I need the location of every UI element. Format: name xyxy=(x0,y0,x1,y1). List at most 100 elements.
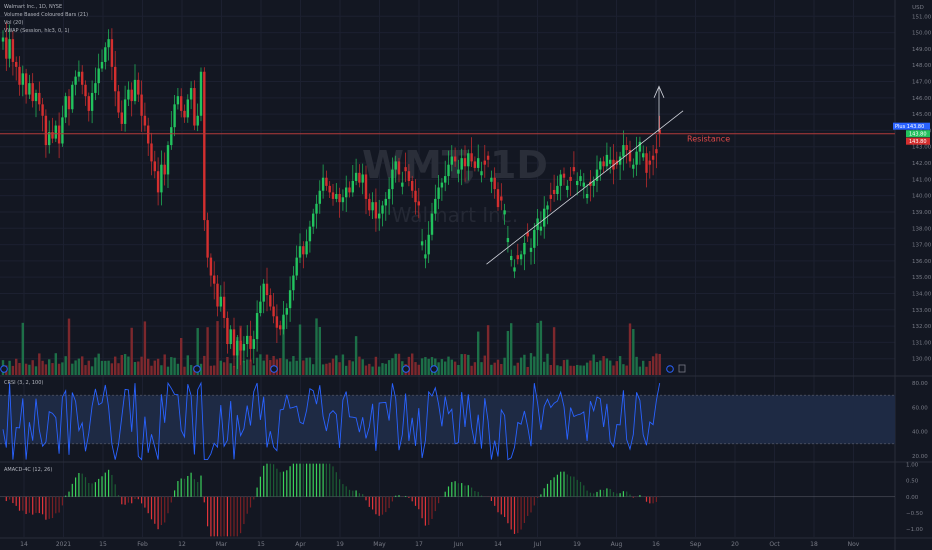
volume-bar xyxy=(97,353,100,375)
candle-body xyxy=(302,246,305,255)
indicator-legend-vol[interactable]: Vol (20) xyxy=(4,20,24,26)
volume-bar xyxy=(117,363,120,375)
candle-body xyxy=(41,104,44,116)
x-tick-label: 16 xyxy=(652,541,660,548)
candle-body xyxy=(595,169,599,181)
candle-body xyxy=(147,125,150,144)
candle-body xyxy=(543,208,546,227)
chart-legend: Walmart Inc., 1D, NYSE Volume Based Colo… xyxy=(4,3,88,35)
candle-body xyxy=(625,145,628,150)
candle-body xyxy=(216,283,219,307)
volume-bar xyxy=(341,354,345,375)
candle-body xyxy=(11,39,15,62)
candle-body xyxy=(1,37,5,42)
volume-bar xyxy=(170,357,173,375)
volume-bar xyxy=(384,363,387,375)
volume-bar xyxy=(147,358,150,375)
candle-body xyxy=(117,91,120,113)
crsi-legend[interactable]: CRSI (3, 2, 100) xyxy=(4,380,44,386)
last-price-text: 143.80 xyxy=(909,132,927,138)
candle-body xyxy=(246,335,249,345)
volume-bar xyxy=(615,361,618,375)
volume-bar xyxy=(374,356,378,375)
candle-body xyxy=(480,171,483,176)
candle-body xyxy=(259,301,262,314)
candle-body xyxy=(655,149,658,154)
resistance-label: Resistance xyxy=(687,135,730,144)
volume-bar xyxy=(262,360,265,375)
candle-body xyxy=(242,344,246,351)
symbol-title[interactable]: Walmart Inc., 1D, NYSE xyxy=(4,4,63,10)
x-tick-label: Nov xyxy=(848,541,860,548)
volume-bar xyxy=(467,354,470,375)
volume-bar xyxy=(127,356,130,375)
volume-bar xyxy=(143,321,147,375)
candle-body xyxy=(24,73,28,95)
volume-bar xyxy=(496,359,500,375)
candle-body xyxy=(321,177,325,191)
candle-body xyxy=(566,185,569,190)
crsi-tick-label: 20.00 xyxy=(912,454,928,460)
candle-body xyxy=(81,71,84,85)
volume-bar xyxy=(483,355,486,375)
candle-body xyxy=(635,151,638,165)
volume-bar xyxy=(579,365,582,375)
indicator-legend-volume-bars[interactable]: Volume Based Coloured Bars (21) xyxy=(4,12,89,18)
volume-bar xyxy=(411,353,414,375)
candle-body xyxy=(358,172,361,183)
breakout-arrow-head xyxy=(653,85,665,98)
candle-body xyxy=(361,174,364,183)
volume-bar xyxy=(427,358,430,375)
volume-bar xyxy=(447,356,450,375)
candle-body xyxy=(97,68,100,84)
volume-bar xyxy=(90,366,94,375)
candle-body xyxy=(434,198,437,214)
indicator-legend-vwap[interactable]: VWAP (Session, hlc3, 0, 1) xyxy=(4,28,70,34)
candle-body xyxy=(295,257,298,276)
macd-legend[interactable]: AMACD-4C (12, 26) xyxy=(4,467,53,473)
volume-bar xyxy=(54,353,57,375)
candle-body xyxy=(341,197,345,203)
volume-bar xyxy=(651,356,655,375)
candle-body xyxy=(120,112,123,124)
candle-body xyxy=(510,255,513,261)
candle-body xyxy=(345,187,348,198)
volume-bar xyxy=(41,360,44,375)
x-tick-label: Oct xyxy=(769,541,780,548)
volume-bar xyxy=(450,359,453,375)
crsi-tick-label: 40.00 xyxy=(912,430,928,436)
volume-bar xyxy=(440,359,444,375)
candle-body xyxy=(592,180,595,186)
volume-bar xyxy=(655,353,658,375)
volume-bar xyxy=(265,354,269,375)
candle-body xyxy=(84,84,87,97)
candle-body xyxy=(450,156,453,165)
candle-body xyxy=(331,192,335,199)
candle-body xyxy=(255,313,259,340)
x-tick-label: Mar xyxy=(216,541,228,548)
crsi-tick-label: 80.00 xyxy=(912,381,928,387)
volume-bar xyxy=(645,366,648,375)
volume-bar xyxy=(279,358,282,375)
candle-body xyxy=(15,61,18,67)
candle-body xyxy=(351,180,354,193)
dividend-badge xyxy=(402,365,410,373)
candle-body xyxy=(34,92,38,102)
volume-bar xyxy=(282,316,285,375)
plus-tag xyxy=(893,122,930,130)
resistance-price-text: 143.80 xyxy=(909,139,927,145)
volume-bar xyxy=(566,359,569,375)
candle-body xyxy=(87,96,90,111)
candle-body xyxy=(401,182,404,187)
volume-bar xyxy=(569,365,572,375)
currency-label: USD xyxy=(912,5,924,11)
volume-bar xyxy=(183,366,186,375)
volume-bar xyxy=(546,353,549,375)
price-tick-label: 151.00 xyxy=(912,14,932,20)
x-tick-label: 14 xyxy=(494,541,502,548)
candle-body xyxy=(137,79,140,95)
volume-bar xyxy=(255,357,259,375)
candle-body xyxy=(368,198,371,211)
